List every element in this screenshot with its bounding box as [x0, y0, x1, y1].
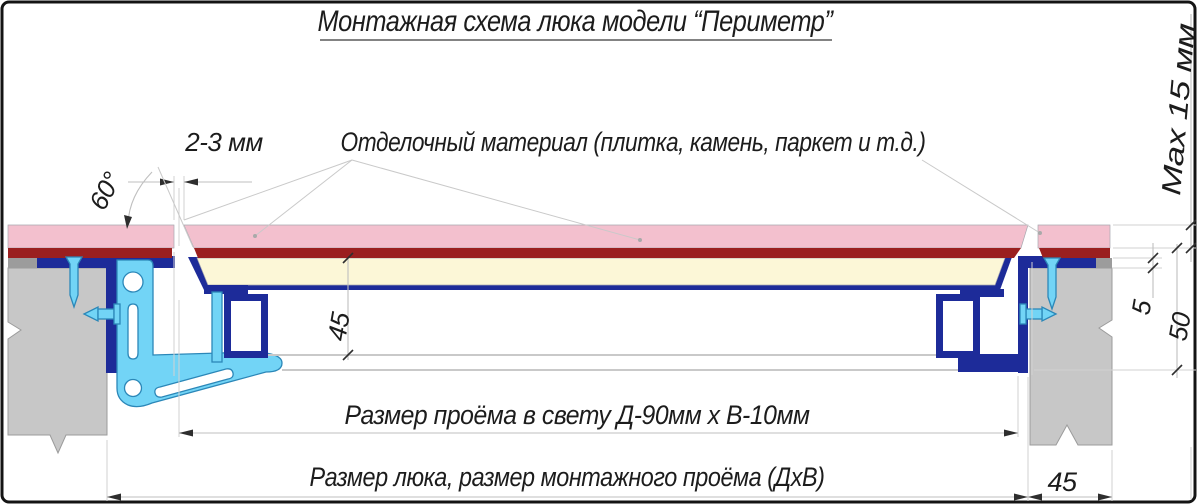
lid-tubes	[224, 294, 980, 358]
screws	[64, 256, 1062, 325]
screw-horizontal-left	[82, 303, 121, 325]
finish-lid	[183, 224, 1029, 249]
finish-fixed-left	[7, 224, 175, 249]
tube-left-inner	[231, 301, 261, 351]
lid-step-right	[960, 289, 1004, 297]
annotations	[106, 14, 1197, 501]
concrete-left	[7, 267, 108, 455]
gap-dimension-label: 2-3 мм	[184, 127, 263, 157]
tube-right-inner	[943, 301, 973, 351]
finishing-material-label: Отделочный материал (плитка, камень, пар…	[341, 127, 926, 157]
finish-fixed-right	[1037, 224, 1111, 249]
hinge-slot-diagonal	[154, 368, 234, 398]
screw-vertical-right	[1042, 257, 1062, 312]
hatch-size-label: Размер люка, размер монтажного проёма (Д…	[310, 462, 825, 492]
concrete-strip-left	[8, 258, 37, 268]
hatch-lid	[188, 257, 1012, 297]
hinge-hole-top	[122, 271, 144, 293]
frame-leg-left	[106, 268, 117, 373]
frame-bottom-right	[958, 354, 1028, 372]
screw-vertical-left	[64, 256, 84, 310]
adhesive-lid	[194, 248, 1021, 258]
page-title: Монтажная схема люка модели “Периметр”	[318, 5, 835, 38]
hinge-slot-vertical	[127, 303, 139, 360]
text-labels: Монтажная схема люка модели “Периметр” О…	[83, 5, 1197, 497]
clear-opening-label: Размер проёма в свету Д-90мм х В-10мм	[345, 400, 810, 430]
screw-horizontal-right	[1019, 303, 1058, 325]
lid-step-left	[204, 285, 248, 294]
adhesive-fixed-right	[1039, 248, 1110, 258]
concrete-right	[1029, 267, 1113, 446]
hinge-mechanism	[116, 259, 283, 408]
hinge-bracket	[211, 291, 223, 363]
flange-offset-label: 5	[1125, 297, 1157, 317]
bevel-angle-label: 60°	[83, 167, 127, 215]
hinge-hole-bottom	[123, 378, 143, 398]
frame-width-label: 45	[1047, 467, 1078, 497]
adhesive-fixed-left	[8, 248, 172, 258]
finishing-layers	[7, 224, 1111, 258]
frame-depth-label: 50	[1162, 309, 1197, 343]
lid-depth-label: 45	[321, 309, 356, 343]
concrete-strip-right	[1096, 258, 1112, 268]
lid-infill	[196, 257, 1006, 286]
hinge-arm	[116, 259, 283, 408]
